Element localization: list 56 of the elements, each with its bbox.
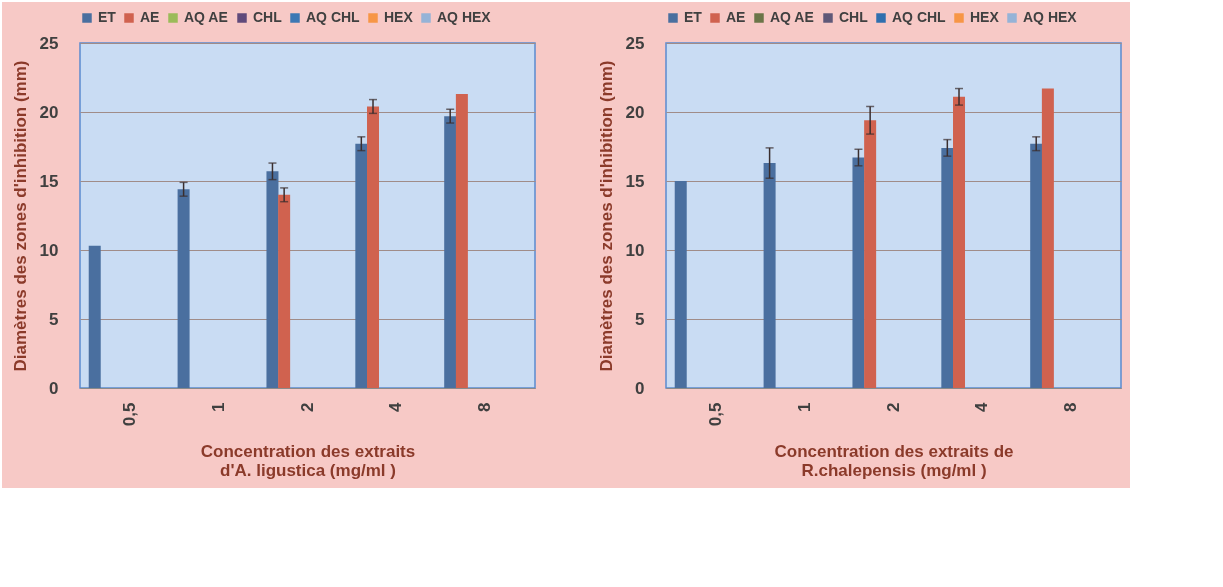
y-tick-label: 20 [625,102,645,122]
bar [763,163,776,388]
y-tick-label: 25 [39,33,59,53]
legend-label: AE [140,9,160,25]
x-tick-label: 4 [386,401,406,412]
legend-label: ET [98,9,117,25]
y-tick-label: 0 [635,378,645,398]
legend-label: CHL [253,9,283,25]
x-tick-label: 2 [297,402,317,412]
bar [1041,88,1054,388]
bar [266,171,279,388]
legend-label: AQ CHL [306,9,361,25]
bar [278,194,291,388]
y-tick-label: 10 [39,240,59,260]
legend-label: ET [684,9,703,25]
x-axis-title: Concentration des extraits de R.chalepensis (mg/ml ) [774,442,1014,481]
x-tick-label: 1 [208,402,228,412]
x-tick-label: 2 [883,402,903,412]
y-tick-label: 0 [49,378,59,398]
legend-label: AQ AE [770,9,814,25]
bar [88,245,101,388]
legend-label: AQ AE [184,9,228,25]
legend-label: AQ HEX [1023,9,1078,25]
y-axis-title: Diamètres des zones d'inhibition (mm) [596,60,616,372]
bar [1030,143,1043,388]
bar [444,116,457,388]
y-axis-title: Diamètres des zones d'inhibition (mm) [10,60,30,372]
y-tick-label: 20 [39,102,59,122]
bar [455,94,468,388]
x-tick-label: 4 [972,401,992,412]
x-tick-label: 0,5 [119,402,139,427]
bar [864,120,877,388]
bar [941,147,954,388]
y-tick-label: 15 [625,171,645,191]
bar [177,189,190,388]
y-tick-label: 5 [49,309,59,329]
bar [355,143,368,388]
legend-label: HEX [384,9,414,25]
x-tick-label: 0,5 [705,402,725,427]
bar [674,181,687,388]
y-tick-label: 15 [39,171,59,191]
y-tick-label: 10 [625,240,645,260]
x-tick-label: 8 [475,402,495,412]
legend-label: AQ CHL [892,9,947,25]
bar [367,106,380,388]
y-tick-label: 25 [625,33,645,53]
y-tick-label: 5 [635,309,645,329]
x-axis-title: Concentration des extraits d'A. ligustica (mg/ml ) [200,442,416,481]
x-tick-label: 1 [794,402,814,412]
legend-label: HEX [970,9,1000,25]
legend-label: CHL [839,9,869,25]
legend-label: AQ HEX [437,9,492,25]
bar [852,157,865,388]
x-tick-label: 8 [1061,402,1081,412]
legend-label: AE [726,9,746,25]
bar [953,96,966,388]
